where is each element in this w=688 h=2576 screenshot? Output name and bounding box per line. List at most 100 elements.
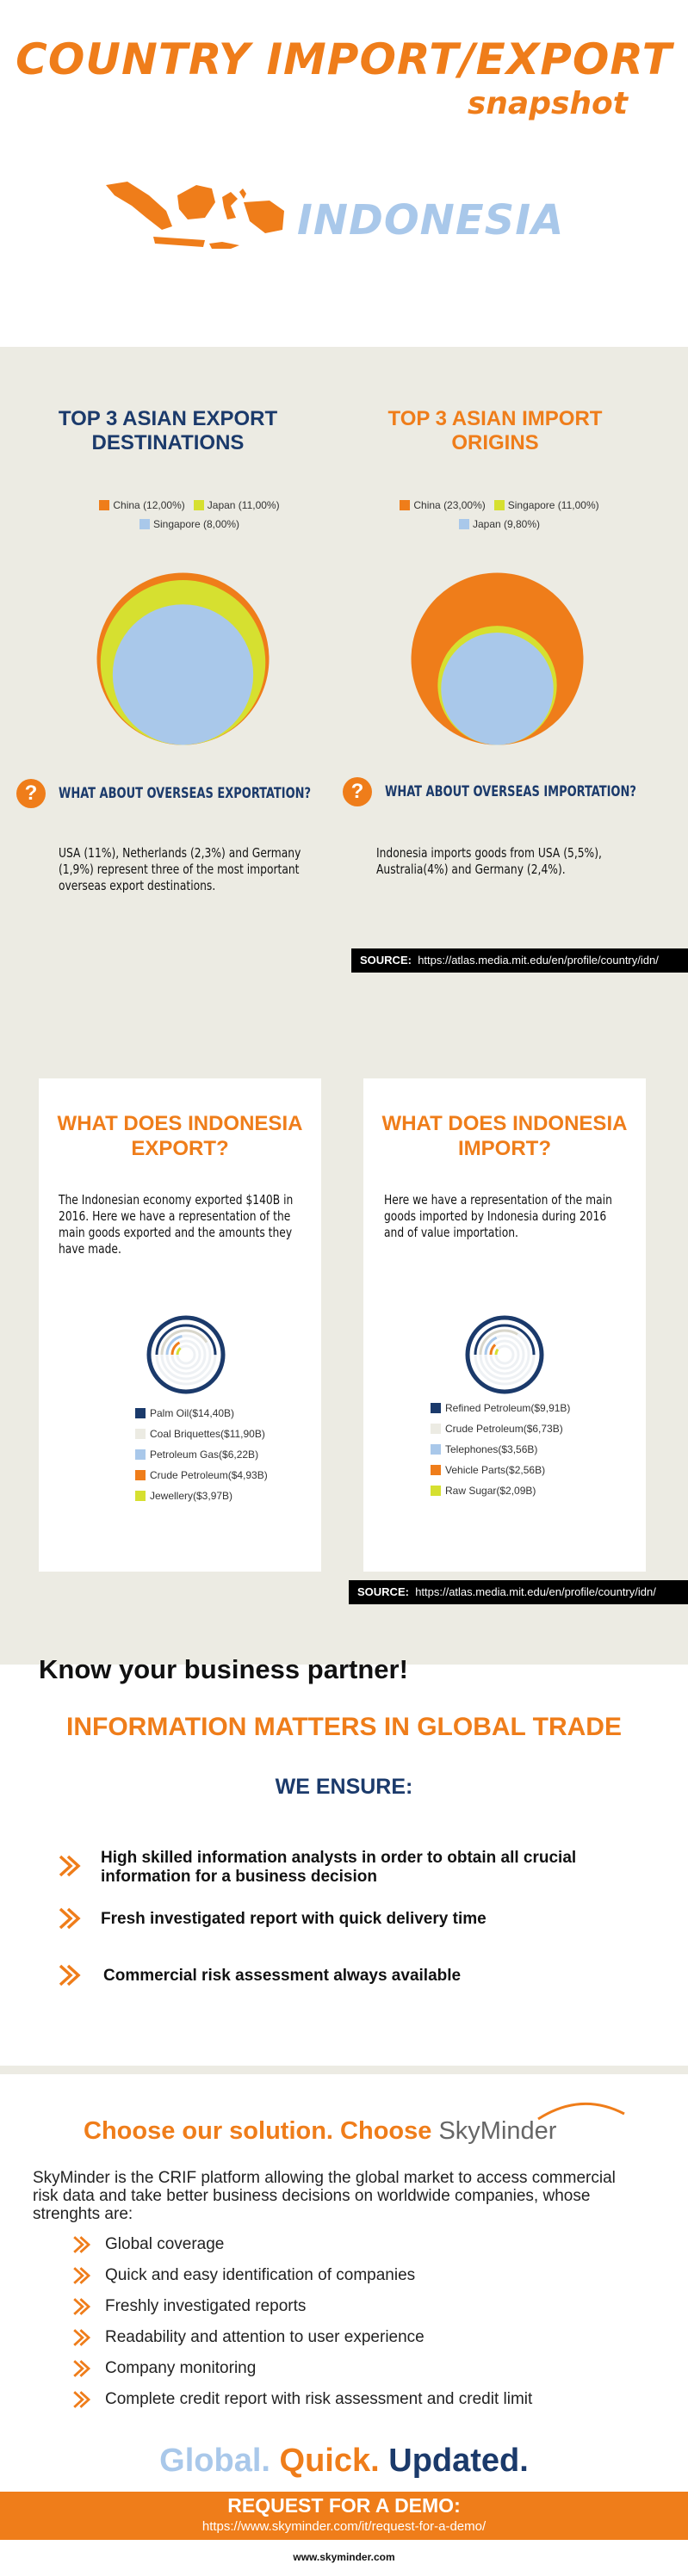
chevron-right-icon (73, 2360, 91, 2377)
legend-label: Palm Oil($14,40B) (150, 1407, 235, 1419)
ring-crude-petroleum (170, 1339, 201, 1370)
import-origins-title: TOP 3 ASIAN IMPORT ORIGINS (387, 407, 603, 454)
export-goods-legend: Palm Oil($14,40B) Coal Briquettes($11,90B… (135, 1403, 307, 1506)
chevron-right-icon (73, 2236, 91, 2253)
solution-heading: Choose our solution. Choose SkyMinder (84, 2117, 557, 2145)
legend-swatch (135, 1429, 146, 1439)
solution-item: Global coverage (71, 2229, 673, 2260)
solution-item-label: Complete credit report with risk assessm… (105, 2390, 533, 2408)
ensure-item: Commercial risk assessment always availa… (103, 1967, 462, 1985)
page-subtitle: snapshot (467, 86, 628, 121)
slogan-global: Global. (159, 2443, 270, 2479)
legend-item: Japan (9,80%) (458, 518, 540, 530)
legend-label: Petroleum Gas($6,22B) (150, 1449, 259, 1461)
legend-item: Palm Oil($14,40B) (135, 1403, 307, 1424)
legend-label: Telephones($3,56B) (445, 1443, 538, 1455)
site-link[interactable]: www.skyminder.com (293, 2551, 395, 2563)
slogan-quick: Quick. (279, 2443, 380, 2479)
import-origins-chart (411, 572, 584, 745)
ring-crude-petroleum (479, 1329, 530, 1381)
source-link[interactable]: https://atlas.media.mit.edu/en/profile/c… (418, 954, 659, 967)
ring-vehicle-parts (489, 1339, 520, 1370)
ring-telephones (484, 1334, 525, 1375)
solution-item: Readability and attention to user experi… (71, 2322, 673, 2353)
export-goods-chart (146, 1315, 226, 1394)
chevron-right-icon (59, 1964, 81, 1986)
source-label: SOURCE: (357, 1585, 409, 1598)
import-question: WHAT ABOUT OVERSEAS IMPORTATION? (385, 783, 636, 800)
import-goods-legend: Refined Petroleum($9,91B) Crude Petroleum… (431, 1398, 620, 1501)
cta-link[interactable]: https://www.skyminder.com/it/request-for… (201, 2519, 487, 2534)
legend-label: Vehicle Parts($2,56B) (445, 1464, 546, 1476)
legend-item: Petroleum Gas($6,22B) (135, 1444, 307, 1465)
slogan-updated: Updated. (388, 2443, 529, 2479)
partner-heading: Know your business partner! (39, 1654, 408, 1684)
export-card-text: The Indonesian economy exported $140B in… (59, 1192, 294, 1257)
indonesia-map-icon (106, 182, 284, 249)
solution-item-label: Company monitoring (105, 2359, 257, 2377)
legend-swatch (135, 1491, 146, 1501)
legend-item: Coal Briquettes($11,90B) (135, 1424, 307, 1444)
legend-item: Raw Sugar($2,09B) (431, 1480, 620, 1501)
skyminder-logo: SkyMinder (438, 2117, 557, 2145)
import-overseas-text: Indonesia imports goods from USA (5,5%),… (376, 845, 602, 877)
ring-refined-petroleum (474, 1324, 536, 1386)
ring-outer (465, 1315, 544, 1394)
solution-list: Global coverage Quick and easy identifica… (71, 2229, 673, 2415)
ensure-title: WE ENSURE: (275, 1775, 413, 1799)
legend-item: Refined Petroleum($9,91B) (431, 1398, 620, 1418)
legend-swatch (431, 1444, 441, 1455)
legend-item: Singapore (8,00%) (139, 518, 239, 530)
solution-item-label: Freshly investigated reports (105, 2297, 307, 2315)
import-orig-legend: China (23,00%) Singapore (11,00%) Japan … (396, 499, 603, 530)
export-destinations-title: TOP 3 ASIAN EXPORT DESTINATIONS (58, 407, 278, 454)
question-icon: ? (343, 777, 372, 806)
solution-item: Quick and easy identification of compani… (71, 2260, 673, 2291)
ring-jewellery (176, 1344, 196, 1365)
legend-item: Telephones($3,56B) (431, 1439, 620, 1460)
legend-item: Japan (11,00%) (193, 499, 280, 511)
chevron-right-icon (73, 2329, 91, 2346)
import-card-title: WHAT DOES INDONESIA IMPORT? (381, 1112, 628, 1160)
chevron-right-icon (73, 2298, 91, 2315)
legend-swatch (135, 1449, 146, 1460)
legend-label: Coal Briquettes($11,90B) (150, 1428, 265, 1440)
ensure-item: High skilled information analysts in ord… (101, 1849, 577, 1886)
solution-item: Complete credit report with risk assessm… (71, 2384, 673, 2415)
divider-band (0, 2066, 688, 2074)
solution-intro: SkyMinder is the CRIF platform allowing … (33, 2169, 616, 2223)
cta-banner (0, 2492, 688, 2540)
source-label: SOURCE: (360, 954, 412, 967)
source-bar-2: SOURCE: https://atlas.media.mit.edu/en/p… (349, 1580, 688, 1604)
country-name: INDONESIA (297, 196, 565, 244)
import-card-text: Here we have a representation of the mai… (384, 1192, 612, 1240)
circle-singapore (112, 604, 254, 745)
legend-item: Vehicle Parts($2,56B) (431, 1460, 620, 1480)
slogan: Global. Quick. Updated. (0, 2443, 688, 2480)
ring-petroleum-gas (165, 1334, 207, 1375)
solution-item-label: Global coverage (105, 2235, 225, 2253)
chevron-right-icon (59, 1907, 81, 1930)
source-link[interactable]: https://atlas.media.mit.edu/en/profile/c… (415, 1585, 656, 1598)
chevron-right-icon (73, 2267, 91, 2284)
legend-item: China (12,00%) (99, 499, 185, 511)
solution-item: Company monitoring (71, 2353, 673, 2384)
legend-swatch (431, 1465, 441, 1475)
legend-item: Jewellery($3,97B) (135, 1486, 307, 1506)
import-goods-chart (465, 1315, 544, 1394)
legend-swatch (135, 1470, 146, 1480)
solution-item-label: Quick and easy identification of compani… (105, 2266, 416, 2284)
legend-label: Jewellery($3,97B) (150, 1490, 233, 1502)
legend-label: Crude Petroleum($6,73B) (445, 1423, 563, 1435)
legend-label: Raw Sugar($2,09B) (445, 1485, 536, 1497)
circle-japan (441, 632, 554, 745)
solution-item: Freshly investigated reports (71, 2291, 673, 2322)
export-card-title: WHAT DOES INDONESIA EXPORT? (57, 1112, 303, 1160)
legend-swatch (431, 1424, 441, 1434)
partner-tagline: INFORMATION MATTERS IN GLOBAL TRADE (66, 1713, 622, 1741)
ring-coal-briquettes (160, 1329, 212, 1381)
legend-label: Refined Petroleum($9,91B) (445, 1402, 571, 1414)
solution-item-label: Readability and attention to user experi… (105, 2328, 425, 2346)
export-overseas-text: USA (11%), Netherlands (2,3%) and German… (59, 845, 301, 893)
legend-swatch (431, 1403, 441, 1413)
